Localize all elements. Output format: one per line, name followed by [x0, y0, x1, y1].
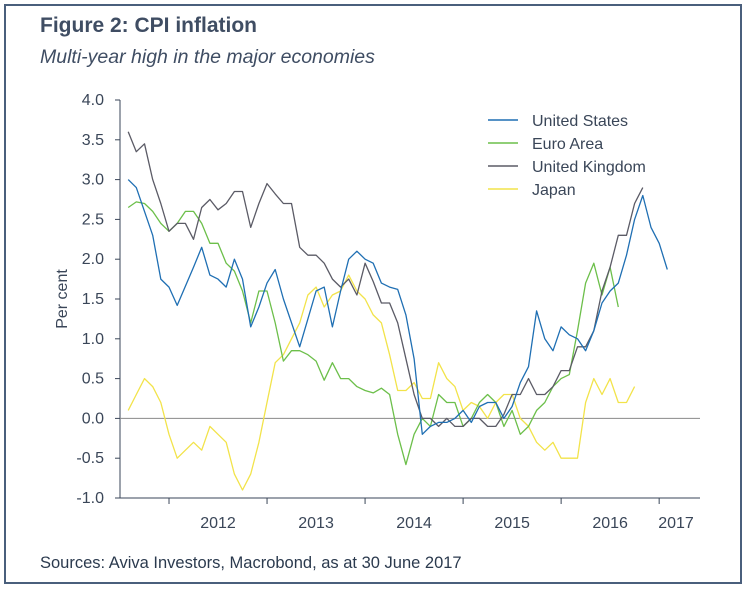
x-tick-label: 2016	[592, 515, 628, 532]
y-tick-label: 3.0	[82, 172, 104, 189]
figure-title: Figure 2: CPI inflation	[40, 14, 258, 37]
series-line-japan	[127, 274, 636, 491]
y-tick-label: 1.0	[82, 331, 104, 348]
y-tick-label: 1.5	[82, 291, 104, 308]
y-tick-label: 0.5	[82, 371, 104, 388]
legend-label: United States	[532, 113, 628, 130]
x-tick-label: 2013	[298, 515, 334, 532]
x-tick-label: 2015	[494, 515, 530, 532]
y-tick-label: 0.0	[82, 410, 104, 427]
x-tick-label: 2014	[396, 515, 432, 532]
legend-label: Euro Area	[532, 136, 603, 153]
chart-axes: 4.0 3.5 3.0 2.5 2.0 1.5 1.0 0.5 0.0 -0.5 -1.0 2012 2…	[54, 92, 700, 532]
legend-label: Japan	[532, 182, 576, 199]
y-axis-label: Per cent	[54, 269, 71, 329]
y-tick-label: -1.0	[76, 490, 104, 507]
chart-series-layer	[127, 131, 668, 491]
x-tick-label: 2017	[658, 515, 694, 532]
series-line-euro-area	[127, 201, 619, 466]
legend-label: United Kingdom	[532, 159, 646, 176]
y-tick-label: 2.0	[82, 251, 104, 268]
source-note: Sources: Aviva Investors, Macrobond, as …	[40, 554, 462, 572]
y-tick-label: 4.0	[82, 92, 104, 109]
y-tick-label: 2.5	[82, 211, 104, 228]
y-tick-label: 3.5	[82, 132, 104, 149]
series-line-united-states	[127, 179, 668, 435]
series-line-united-kingdom	[127, 131, 644, 428]
y-tick-label: -0.5	[76, 450, 104, 467]
figure-subtitle: Multi-year high in the major economies	[40, 46, 375, 68]
figure-frame	[4, 4, 742, 584]
x-tick-label: 2012	[200, 515, 236, 532]
chart-legend: United States Euro Area United Kingdom Japa…	[488, 113, 646, 199]
